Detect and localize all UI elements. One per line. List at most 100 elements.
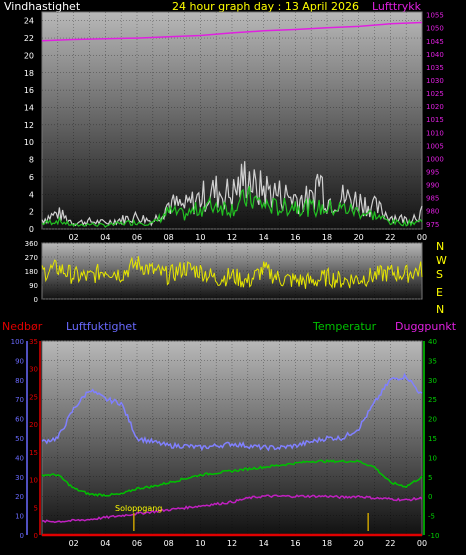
temperature-line <box>41 459 423 498</box>
wind-grid <box>42 12 422 230</box>
x-tick-label: 20 <box>354 233 364 242</box>
compass-n-top: N <box>436 240 444 253</box>
wind-speed-tick: 14 <box>24 103 34 112</box>
temperature-tick: 15 <box>428 435 437 443</box>
wind-speed-tick: 0 <box>29 225 34 234</box>
humidity-tick: 30 <box>15 474 24 482</box>
wind-speed-tick: 2 <box>29 208 34 217</box>
humidity-tick: 40 <box>15 454 24 462</box>
temperature-tick: 0 <box>428 493 432 501</box>
pressure-tick: 1040 <box>426 51 444 59</box>
x-tick-label: 20 <box>354 539 364 548</box>
rain-tick: 20 <box>29 421 38 429</box>
pressure-tick: 1050 <box>426 25 444 33</box>
pressure-tick: 995 <box>426 168 439 176</box>
direction-tick: 270 <box>25 254 38 262</box>
wind-average-line <box>41 185 423 228</box>
humidity-tick: 0 <box>20 532 24 540</box>
humidity-tick: 10 <box>15 513 24 521</box>
temperature-label: Temperatur <box>312 320 377 333</box>
x-tick-label: 08 <box>164 233 174 242</box>
rain-tick: 30 <box>29 366 38 374</box>
direction-tick: 180 <box>25 268 38 276</box>
humidity-tick: 50 <box>15 435 24 443</box>
x-tick-label: 10 <box>195 233 205 242</box>
pressure-tick: 985 <box>426 195 439 203</box>
wind-direction-line <box>41 256 423 289</box>
rain-tick: 0 <box>34 532 38 540</box>
x-tick-label: 00 <box>417 233 427 242</box>
pressure-tick: 990 <box>426 182 439 190</box>
x-tick-label: 18 <box>322 233 332 242</box>
pressure-line <box>41 21 423 42</box>
compass-s: S <box>436 268 443 281</box>
compass-labels: N W S E N <box>436 240 447 316</box>
pressure-tick: 1000 <box>426 155 444 163</box>
humidity-tick: 60 <box>15 416 24 424</box>
direction-tick: 0 <box>34 296 38 304</box>
humidity-grid <box>42 340 422 536</box>
x-tick-label: 08 <box>164 539 174 548</box>
pressure-tick: 1005 <box>426 142 444 150</box>
rain-tick: 35 <box>29 338 38 346</box>
rain-tick: 5 <box>34 504 38 512</box>
temperature-tick: 20 <box>428 416 437 424</box>
compass-n-bottom: N <box>436 303 444 316</box>
wind-speed-tick: 8 <box>29 156 34 165</box>
pressure-tick: 1045 <box>426 38 444 46</box>
wind-time-axis: 02 04 06 08 10 12 14 16 18 20 22 00 <box>69 233 428 242</box>
compass-e: E <box>436 286 443 299</box>
wind-speed-tick: 16 <box>24 86 34 95</box>
temperature-tick: -10 <box>428 532 439 540</box>
temperature-tick: 35 <box>428 357 437 365</box>
x-tick-label: 10 <box>195 539 205 548</box>
humidity-label: Luftfuktighet <box>66 320 137 333</box>
humidity-tick: 100 <box>11 338 24 346</box>
humidity-axis: 0 10 20 30 40 50 60 70 80 90 100 <box>11 338 24 540</box>
x-tick-label: 18 <box>322 539 332 548</box>
wind-speed-tick: 10 <box>24 138 34 147</box>
pressure-tick: 1015 <box>426 116 444 124</box>
wind-speed-tick: 24 <box>24 17 34 26</box>
rain-tick: 15 <box>29 449 38 457</box>
wind-series <box>41 21 423 228</box>
wind-speed-tick: 6 <box>29 173 34 182</box>
event-markers <box>133 513 369 531</box>
temperature-tick: 25 <box>428 396 437 404</box>
x-tick-label: 06 <box>132 539 142 548</box>
pressure-tick: 1020 <box>426 103 444 111</box>
wind-speed-tick: 4 <box>29 190 34 199</box>
pressure-tick: 1030 <box>426 77 444 85</box>
pressure-tick: 1035 <box>426 64 444 72</box>
x-tick-label: 04 <box>100 233 110 242</box>
rain-tick: 25 <box>29 393 38 401</box>
pressure-tick: 1010 <box>426 129 444 137</box>
x-tick-label: 06 <box>132 233 142 242</box>
wind-speed-tick: 12 <box>24 121 34 130</box>
humidity-time-axis: 02 04 06 08 10 12 14 16 18 20 22 00 <box>69 539 428 548</box>
rain-tick: 10 <box>29 477 38 485</box>
humidity-tick: 80 <box>15 377 24 385</box>
x-tick-label: 12 <box>227 539 237 548</box>
temperature-tick: 5 <box>428 474 432 482</box>
rain-axis: 0 5 10 15 20 25 30 35 <box>29 338 38 540</box>
direction-tick: 90 <box>29 282 38 290</box>
x-tick-label: 12 <box>227 233 237 242</box>
x-tick-label: 02 <box>69 233 79 242</box>
sunrise-label: Soloppgang <box>115 504 162 513</box>
pressure-tick: 980 <box>426 208 439 216</box>
direction-tick: 360 <box>25 240 38 248</box>
x-tick-label: 22 <box>385 233 395 242</box>
wind-speed-label: Vindhastighet <box>4 0 81 13</box>
humidity-tick: 70 <box>15 396 24 404</box>
x-tick-label: 22 <box>385 539 395 548</box>
humidity-tick: 90 <box>15 357 24 365</box>
x-tick-label: 14 <box>259 539 269 548</box>
humidity-series <box>41 372 423 537</box>
pressure-axis: 975 980 985 990 995 1000 1005 1010 1015 1020 1025 1… <box>426 12 444 229</box>
pressure-tick: 1025 <box>426 90 444 98</box>
humidity-line <box>41 372 423 452</box>
wind-speed-tick: 22 <box>24 34 34 43</box>
